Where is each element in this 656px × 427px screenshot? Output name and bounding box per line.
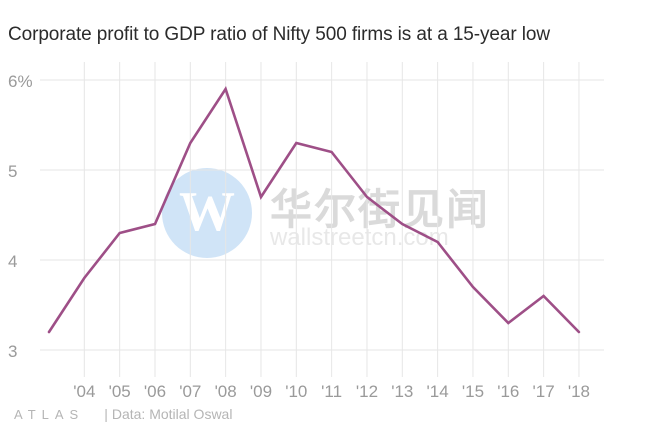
data-source: Data: Motilal Oswal — [111, 406, 233, 422]
x-tick-label: '10 — [285, 382, 307, 401]
watermark-url-text: wallstreetcn.com — [270, 224, 449, 251]
y-tick-label: 5 — [8, 162, 17, 181]
footer: ATLAS | Data: Motilal Oswal — [14, 404, 232, 424]
y-tick-label: 4 — [8, 252, 17, 271]
x-tick-label: '07 — [179, 382, 201, 401]
x-tick-label: '08 — [215, 382, 237, 401]
x-tick-label: '05 — [109, 382, 131, 401]
x-tick-label: '14 — [427, 382, 449, 401]
y-axis-labels: 3 4 5 6% — [8, 72, 33, 361]
chart-title: Corporate profit to GDP ratio of Nifty 5… — [8, 24, 550, 45]
x-tick-label: '11 — [321, 382, 342, 401]
watermark-logo: W — [162, 168, 252, 258]
chart-series — [47, 86, 581, 334]
atlas-brand: ATLAS — [14, 406, 85, 422]
x-tick-label: '06 — [144, 382, 166, 401]
x-tick-label: '12 — [356, 382, 378, 401]
y-tick-label: 3 — [8, 342, 17, 361]
y-tick-label: 6% — [8, 72, 33, 91]
footer-separator: | — [104, 406, 108, 422]
x-tick-label: '04 — [73, 382, 95, 401]
chart-grid — [40, 62, 604, 377]
x-tick-label: '13 — [391, 382, 413, 401]
x-tick-label: '09 — [250, 382, 272, 401]
x-tick-label: '18 — [568, 382, 590, 401]
x-tick-label: '17 — [533, 382, 555, 401]
watermark-chinese-text: 华尔街见闻 — [270, 186, 491, 233]
x-tick-label: '15 — [462, 382, 484, 401]
x-axis-labels: '04 '05 '06 '07 '08 '09 '10 '11 '12 '13 '14 '15 '16 '… — [73, 382, 590, 401]
series-line — [47, 86, 581, 334]
x-tick-label: '16 — [497, 382, 519, 401]
